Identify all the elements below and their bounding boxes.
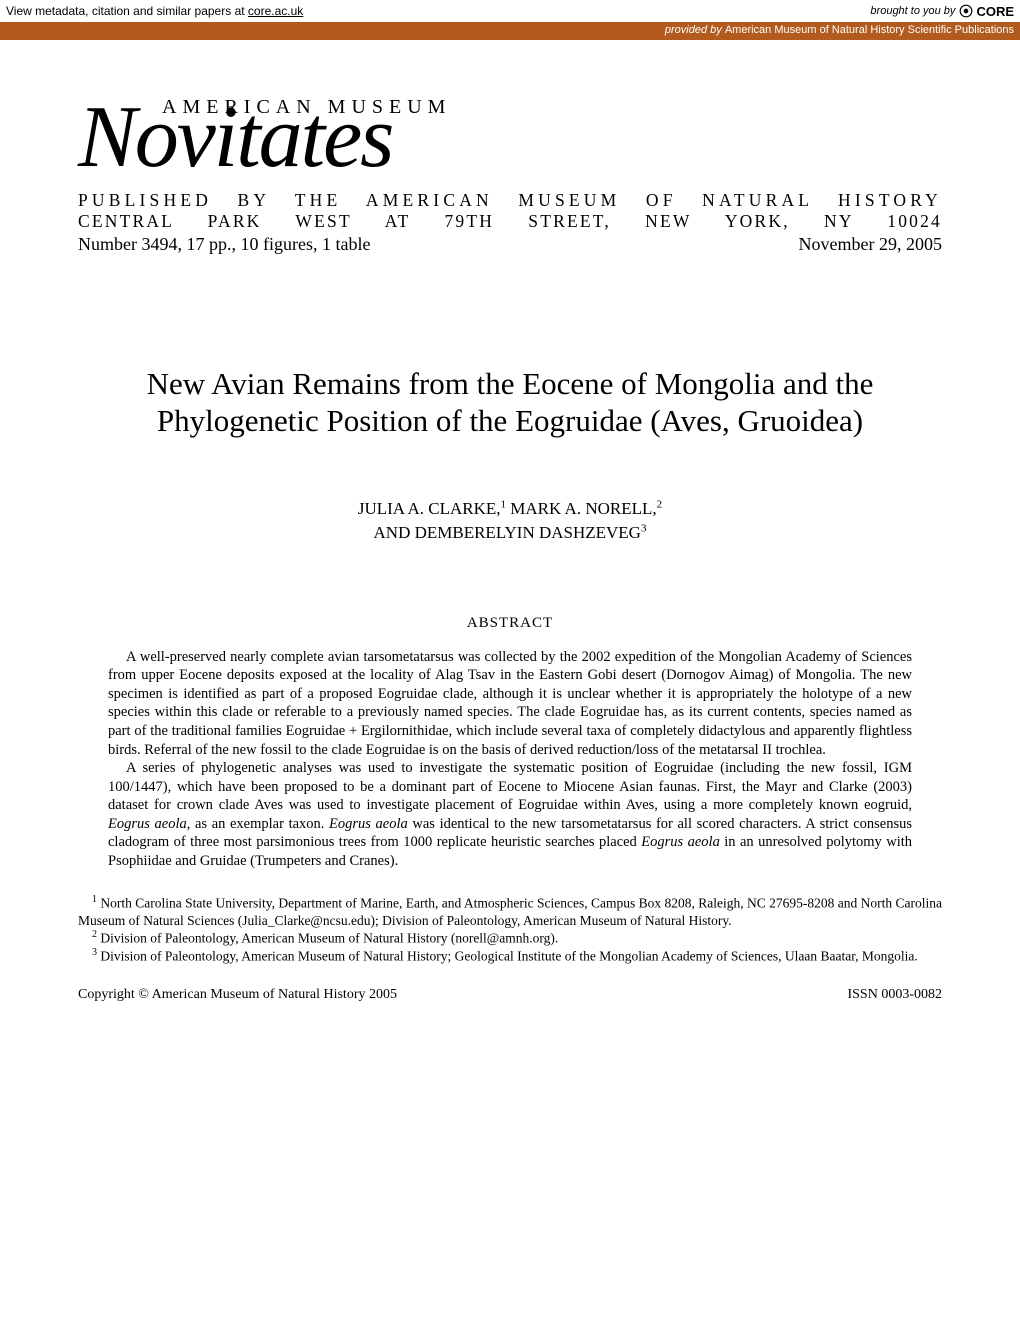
issn-text: ISSN 0003-0082 — [847, 987, 942, 1003]
fn-text-2: Division of Paleontology, American Museu… — [97, 931, 558, 946]
footnotes: 1 North Carolina State University, Depar… — [78, 894, 942, 965]
author-1: JULIA A. CLARKE, — [358, 499, 501, 518]
fn-text-3: Division of Paleontology, American Museu… — [97, 949, 918, 964]
p2-seg-b: , as an exemplar taxon. — [187, 816, 329, 832]
abstract-p2: A series of phylogenetic analyses was us… — [108, 759, 912, 870]
footnote-1: 1 North Carolina State University, Depar… — [78, 894, 942, 929]
core-logo[interactable]: CORE — [959, 4, 1014, 19]
metadata-link-container: View metadata, citation and similar pape… — [6, 4, 303, 18]
p2-seg-a: A series of phylogenetic analyses was us… — [108, 760, 912, 813]
footnote-2: 2 Division of Paleontology, American Mus… — [78, 929, 942, 947]
core-link[interactable]: core.ac.uk — [248, 4, 303, 18]
author-3: AND DEMBERELYIN DASHZEVEG — [374, 523, 641, 542]
abstract-body: A well-preserved nearly complete avian t… — [78, 648, 942, 871]
banner-top-row: View metadata, citation and similar pape… — [0, 0, 1020, 22]
author-line-1: JULIA A. CLARKE,1 MARK A. NORELL,2 — [78, 497, 942, 521]
p2-italic-3: Eogrus aeola — [641, 834, 720, 850]
brought-by-text: brought to you by — [870, 5, 955, 17]
paper-title: New Avian Remains from the Eocene of Mon… — [78, 365, 942, 439]
abstract-p1: A well-preserved nearly complete avian t… — [108, 648, 912, 759]
publication-date: November 29, 2005 — [799, 234, 942, 255]
page-content: AMERICAN MUSEUM Novitates PUBLISHED BY T… — [0, 40, 1020, 1043]
p2-italic-1: Eogrus aeola — [108, 816, 187, 832]
author-2: MARK A. NORELL, — [506, 499, 657, 518]
journal-name: Novitates — [78, 101, 942, 176]
core-label: CORE — [976, 4, 1014, 19]
provided-prefix: provided by — [665, 24, 725, 36]
publication-info: PUBLISHED BY THE AMERICAN MUSEUM OF NATU… — [78, 190, 942, 255]
affil-sup-2: 2 — [657, 499, 663, 511]
address-line: CENTRAL PARK WEST AT 79TH STREET, NEW YO… — [78, 211, 942, 232]
copyright-row: Copyright © American Museum of Natural H… — [78, 987, 942, 1003]
abstract-heading: ABSTRACT — [78, 615, 942, 632]
brought-by-container: brought to you by CORE — [870, 4, 1014, 19]
copyright-text: Copyright © American Museum of Natural H… — [78, 987, 397, 1003]
affil-sup-3: 3 — [641, 522, 647, 534]
core-icon — [959, 4, 973, 18]
footnote-3: 3 Division of Paleontology, American Mus… — [78, 947, 942, 965]
issue-date-row: Number 3494, 17 pp., 10 figures, 1 table… — [78, 234, 942, 255]
publisher-line: PUBLISHED BY THE AMERICAN MUSEUM OF NATU… — [78, 190, 942, 211]
journal-logo: AMERICAN MUSEUM Novitates — [78, 96, 942, 176]
issue-info: Number 3494, 17 pp., 10 figures, 1 table — [78, 234, 370, 255]
p2-italic-2: Eogrus aeola — [329, 816, 408, 832]
provided-source: American Museum of Natural History Scien… — [725, 24, 1014, 36]
author-line-2: AND DEMBERELYIN DASHZEVEG3 — [78, 521, 942, 545]
core-banner: View metadata, citation and similar pape… — [0, 0, 1020, 40]
author-block: JULIA A. CLARKE,1 MARK A. NORELL,2 AND D… — [78, 497, 942, 545]
metadata-text: View metadata, citation and similar pape… — [6, 4, 248, 18]
fn-text-1: North Carolina State University, Departm… — [78, 896, 942, 928]
banner-bottom-row: provided by American Museum of Natural H… — [0, 22, 1020, 38]
